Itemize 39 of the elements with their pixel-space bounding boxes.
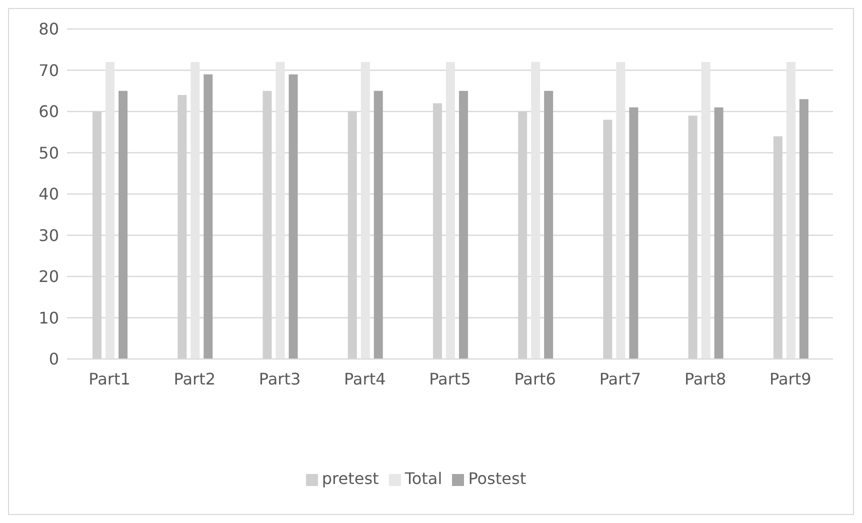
x-tick-label: Part7 xyxy=(599,369,642,388)
bar xyxy=(446,62,455,359)
bar xyxy=(531,62,540,359)
y-tick-label: 30 xyxy=(38,226,59,245)
bar xyxy=(799,99,808,359)
legend-label: pretest xyxy=(322,469,379,488)
bar xyxy=(190,62,200,359)
bar xyxy=(106,62,115,359)
x-tick-label: Part1 xyxy=(88,369,130,388)
bar xyxy=(616,62,626,359)
y-tick-label: 20 xyxy=(38,267,59,286)
y-tick-label: 40 xyxy=(38,184,59,204)
y-tick-label: 70 xyxy=(38,60,59,80)
y-tick-label: 50 xyxy=(38,143,59,162)
legend-label: Postest xyxy=(468,469,526,488)
bar xyxy=(360,62,370,359)
x-tick-label: Part8 xyxy=(684,369,726,388)
bar xyxy=(374,90,383,359)
bar xyxy=(204,74,213,359)
y-tick-label: 10 xyxy=(38,308,59,328)
bar xyxy=(544,90,554,359)
x-tick-label: Part9 xyxy=(770,369,812,388)
bar xyxy=(118,90,128,359)
y-tick-label: 60 xyxy=(38,102,59,122)
bar xyxy=(458,90,468,359)
x-tick-label: Part5 xyxy=(429,369,471,388)
x-tick-label: Part3 xyxy=(258,369,301,388)
x-tick-label: Part6 xyxy=(514,369,556,388)
bar xyxy=(701,62,710,359)
x-tick-label: Part2 xyxy=(174,369,216,388)
y-tick-label: 0 xyxy=(48,350,59,369)
bar xyxy=(288,74,298,359)
bar xyxy=(629,107,638,359)
bar xyxy=(714,107,724,359)
y-tick-label: 80 xyxy=(38,20,59,39)
bar xyxy=(786,62,796,359)
legend-label: Total xyxy=(404,469,442,488)
bar xyxy=(276,62,285,359)
x-tick-label: Part4 xyxy=(344,369,386,388)
